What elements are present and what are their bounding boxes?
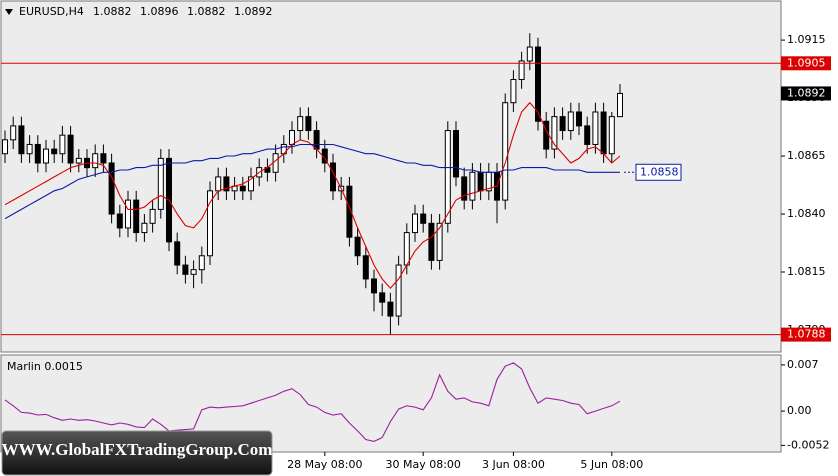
candle-body — [157, 157, 164, 210]
candle-body — [584, 125, 591, 145]
candle-body — [551, 116, 558, 150]
candle-body — [567, 111, 574, 132]
candle-body — [198, 255, 205, 271]
ohlc-close: 1.0892 — [234, 5, 273, 18]
candle-body — [18, 125, 25, 155]
level-label-box — [781, 327, 831, 342]
candle-body — [354, 236, 361, 257]
candle-body — [289, 130, 295, 145]
candle-body — [436, 222, 443, 261]
candle-body — [600, 111, 607, 155]
candle-body — [444, 130, 451, 224]
candle-body — [207, 190, 213, 257]
candle-body — [67, 134, 74, 164]
candle-body — [141, 222, 148, 234]
candle-body — [92, 153, 99, 169]
candle-body — [190, 269, 197, 275]
candle-body — [576, 111, 582, 127]
candle-body — [2, 139, 8, 155]
menu-arrow[interactable] — [5, 9, 13, 15]
candle-body — [51, 148, 58, 155]
candle-body — [592, 111, 599, 145]
candle-body — [34, 143, 41, 164]
candle-body — [272, 153, 279, 173]
candle-body — [526, 46, 533, 62]
y-tick-label: 0.00 — [787, 404, 812, 417]
ohlc-open: 1.0882 — [93, 5, 132, 18]
candle-body — [420, 213, 427, 224]
candle-body — [182, 264, 189, 275]
last-price-label: 1.0892 — [787, 86, 826, 99]
candle-body — [305, 116, 312, 132]
watermark-box — [1, 430, 273, 476]
candle-body — [174, 241, 181, 266]
candle-body — [371, 278, 377, 294]
level-label: 1.0788 — [787, 328, 826, 341]
candle-body — [346, 185, 353, 238]
candle-body — [215, 176, 222, 192]
x-tick-label: 28 May 08:00 — [287, 458, 362, 471]
moving-average — [4, 101, 621, 290]
candle-body — [149, 208, 156, 224]
candle-body — [428, 222, 435, 261]
candle-body — [313, 130, 320, 150]
x-tick-label: 3 Jun 08:00 — [482, 458, 545, 471]
symbol: EURUSD,H4 — [19, 5, 84, 18]
candle-body — [403, 232, 410, 266]
candle-body — [133, 199, 140, 234]
y-tick-label: 1.0865 — [787, 149, 826, 162]
level-label-box — [781, 56, 831, 71]
candle-body — [518, 60, 525, 81]
candle-body — [477, 171, 484, 192]
candle-body — [502, 102, 509, 201]
candle-body — [535, 46, 541, 122]
candle-body — [297, 116, 304, 132]
x-tick-label: 30 May 08:00 — [385, 458, 460, 471]
candle-body — [395, 264, 402, 317]
y-tick-label: 1.0840 — [787, 207, 826, 220]
y-tick-label: 0.007 — [787, 358, 819, 371]
moving-average — [4, 143, 620, 220]
y-tick-label: 1.0915 — [787, 33, 826, 46]
candle-body — [75, 157, 82, 164]
y-tick-label: -0.0052 — [787, 438, 829, 451]
watermark: WWW.GlobalFXTradingGroup.Com — [2, 440, 273, 459]
y-tick-label: 1.0815 — [787, 265, 826, 278]
candle-body — [453, 130, 459, 178]
candle-body — [59, 134, 66, 155]
candle-body — [100, 153, 107, 164]
candle-body — [223, 176, 230, 192]
level-label: 1.0905 — [787, 56, 826, 69]
ohlc-low: 1.0882 — [187, 5, 226, 18]
candle-body — [26, 143, 33, 155]
x-tick-label: 5 Jun 08:00 — [580, 458, 643, 471]
overlay-label: 1.0858 — [640, 165, 679, 178]
candle-body — [387, 301, 394, 317]
last-price-box — [781, 86, 831, 101]
candle-body — [362, 255, 369, 280]
candle-body — [108, 162, 115, 215]
indicator-line — [4, 362, 621, 442]
candle-body — [43, 148, 49, 164]
overlay-label-box — [635, 163, 682, 181]
candle-body — [510, 79, 517, 104]
candle-body — [379, 292, 386, 303]
candle-body — [617, 92, 623, 118]
candle-body — [608, 116, 615, 155]
candle-body — [412, 213, 418, 234]
ohlc-high: 1.0896 — [140, 5, 179, 18]
candle-body — [559, 116, 566, 132]
indicator-title: Marlin 0.0015 — [7, 360, 83, 373]
candle-body — [239, 185, 246, 192]
candle-body — [461, 176, 468, 201]
candle-body — [125, 199, 131, 229]
candle-body — [248, 176, 254, 192]
candle-body — [10, 125, 17, 141]
candle-body — [116, 213, 123, 229]
candle-body — [469, 171, 476, 201]
